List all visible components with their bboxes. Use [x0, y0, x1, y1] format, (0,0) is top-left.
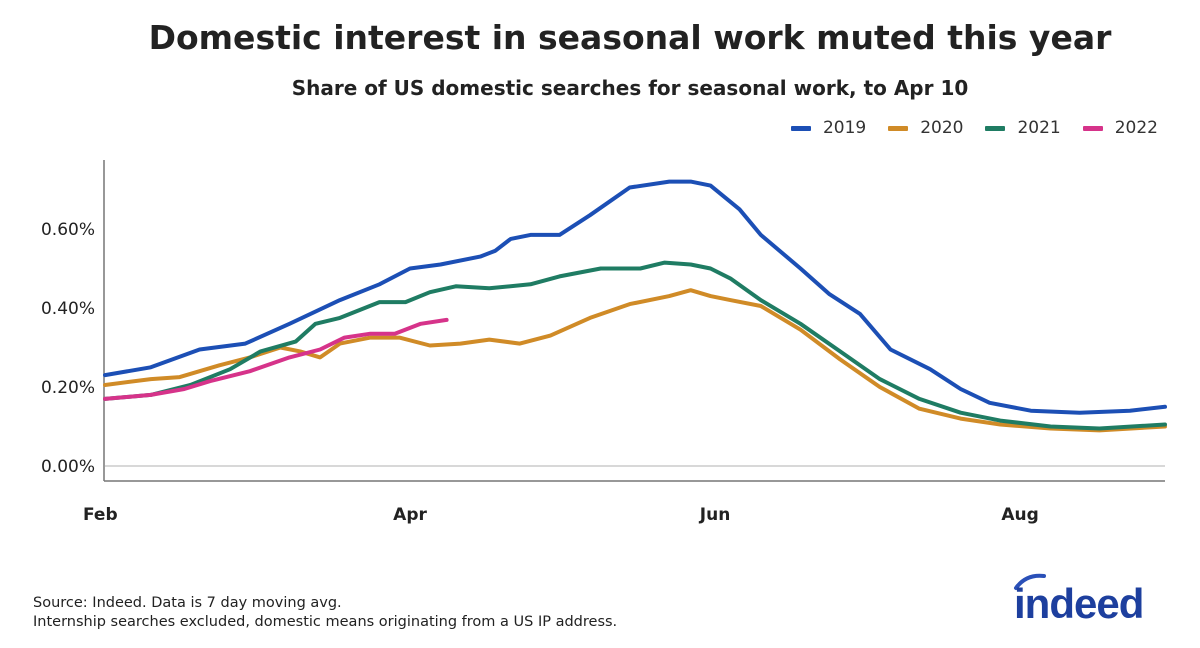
- legend-item-2021: 2021: [985, 118, 1061, 138]
- source-note: Source: Indeed. Data is 7 day moving avg…: [33, 594, 617, 632]
- legend-label: 2019: [822, 118, 867, 138]
- legend-swatch: [790, 125, 811, 131]
- x-tick-label: Jun: [699, 505, 731, 525]
- chart-title: Domestic interest in seasonal work muted…: [148, 18, 1112, 57]
- legend-swatch: [985, 125, 1006, 131]
- source-line: Source: Indeed. Data is 7 day moving avg…: [33, 595, 342, 611]
- y-tick-label: 0.00%: [41, 457, 95, 477]
- series-line-2019: [103, 179, 1167, 415]
- series-line-2020: [103, 288, 1167, 433]
- x-tick-label: Apr: [393, 505, 427, 525]
- legend-swatch: [888, 125, 909, 131]
- x-tick-label: Aug: [1001, 505, 1038, 525]
- legend: 2019 2020 2021 2022: [790, 118, 1158, 138]
- legend-item-2019: 2019: [790, 118, 867, 138]
- indeed-logo: indeed: [1014, 573, 1144, 627]
- chart-subtitle: Share of US domestic searches for season…: [291, 76, 969, 100]
- svg-text:indeed: indeed: [1014, 580, 1143, 627]
- legend-item-2020: 2020: [888, 118, 963, 138]
- source-line: Internship searches excluded, domestic m…: [33, 614, 618, 630]
- x-tick-label: Feb: [83, 505, 118, 525]
- legend-item-2022: 2022: [1082, 118, 1158, 138]
- y-tick-label: 0.20%: [41, 378, 95, 398]
- y-tick-label: 0.40%: [41, 299, 95, 319]
- legend-label: 2020: [920, 118, 964, 138]
- legend-label: 2021: [1017, 118, 1061, 138]
- legend-swatch: [1082, 125, 1103, 131]
- y-tick-label: 0.60%: [41, 220, 95, 240]
- legend-label: 2022: [1114, 118, 1158, 138]
- series-line-2022: [103, 317, 449, 401]
- series-line-2021: [103, 260, 1167, 431]
